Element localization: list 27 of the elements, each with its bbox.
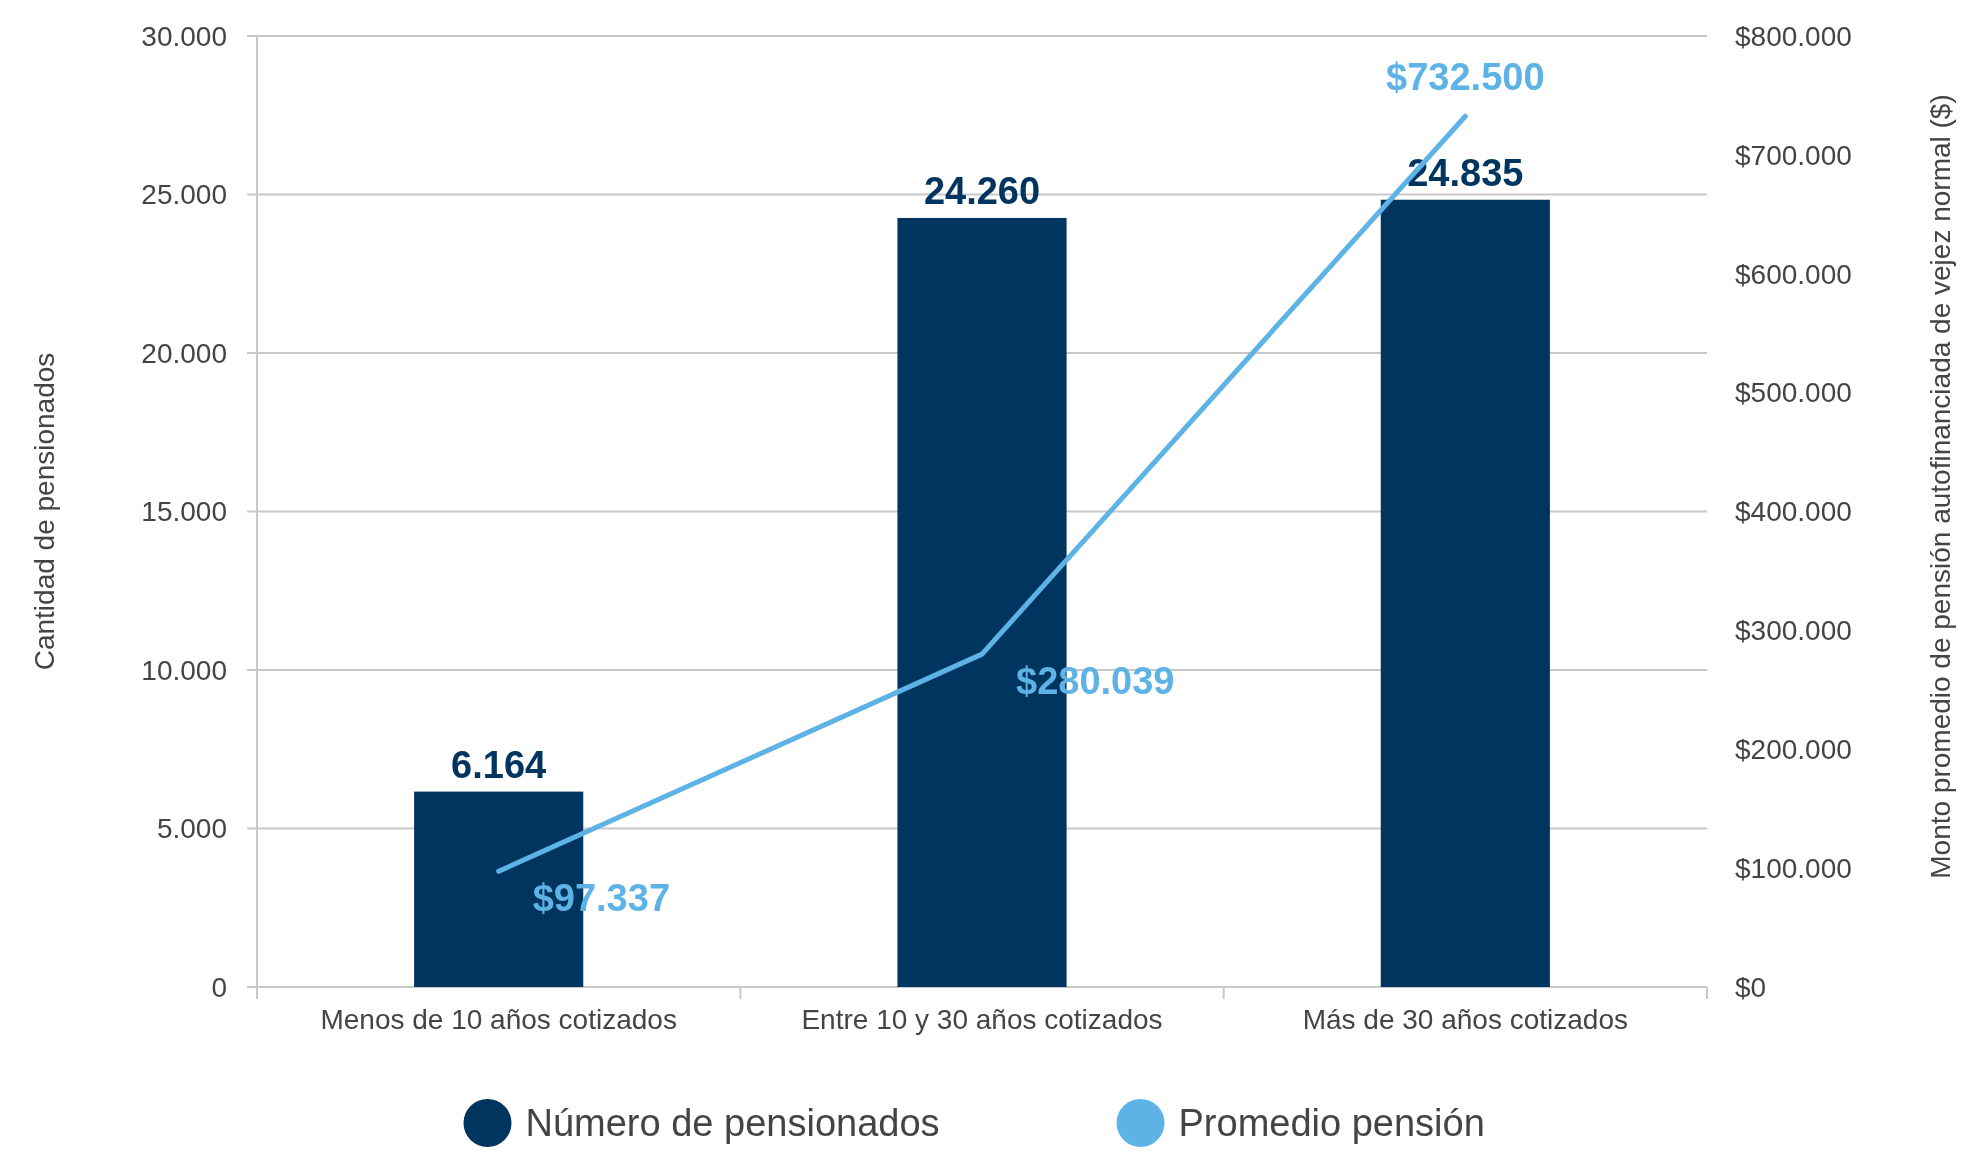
x-tick-label: Más de 30 años cotizados [1302,1004,1628,1035]
y-tick-label: 20.000 [141,337,227,369]
y2-tick-label: $300.000 [1735,615,1852,647]
y2-tick-label: $700.000 [1735,139,1852,171]
y-tick-label: 15.000 [141,496,227,528]
bar [1380,199,1550,987]
legend-label: Promedio pensión [1178,1102,1485,1145]
data-label: 6.164 [451,743,547,786]
data-label: $732.500 [1386,56,1545,99]
x-tick-label: Entre 10 y 30 años cotizados [801,1004,1163,1035]
y-tick-label: 30.000 [141,20,227,52]
legend-label: Número de pensionados [525,1102,940,1145]
data-label: 24.260 [923,169,1041,212]
y2-axis-title: Monto promedio de pensión autofinanciada de vejez normal ($) [1925,94,1956,879]
y-tick-label: 5.000 [156,813,227,845]
y2-tick-label: $0 [1735,971,1767,1003]
y2-tick-label: $400.000 [1735,496,1852,528]
x-tick-label: Menos de 10 años cotizados [320,1004,677,1035]
y-tick-label: 25.000 [141,179,227,211]
y2-tick-label: $200.000 [1735,734,1852,766]
y-tick-label: 10.000 [141,654,227,686]
y-tick-label: 0 [211,971,227,1003]
y2-tick-label: $600.000 [1735,258,1852,290]
y-axis-title: Cantidad de pensionados [29,352,60,671]
y2-tick-label: $500.000 [1735,377,1852,409]
y2-tick-label: $800.000 [1735,20,1852,52]
y2-tick-label: $100.000 [1735,852,1852,884]
